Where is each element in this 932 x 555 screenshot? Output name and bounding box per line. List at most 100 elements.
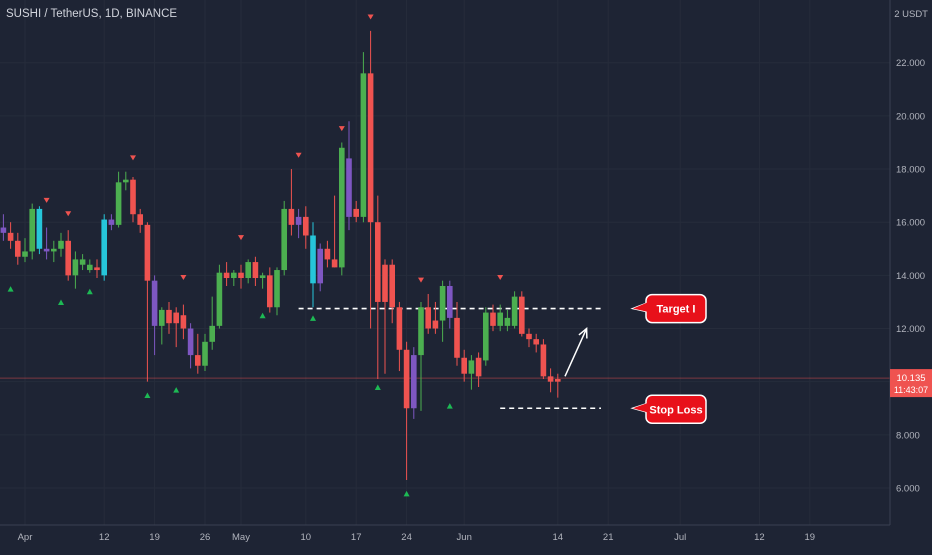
candle-body xyxy=(468,360,475,374)
candle-body xyxy=(454,317,460,358)
candle-body xyxy=(108,219,115,225)
candle-body xyxy=(331,259,338,268)
price-tick-label: 12.000 xyxy=(896,324,925,335)
price-tick-label: 14.000 xyxy=(896,271,925,282)
time-tick-label: 12 xyxy=(754,532,765,543)
candle-body xyxy=(58,240,64,249)
sell-signal-marker xyxy=(367,14,374,20)
signal-markers xyxy=(7,14,504,497)
stop-callout-label: Stop Loss xyxy=(649,404,702,416)
candle-body xyxy=(43,248,50,252)
sell-signal-marker xyxy=(497,275,504,281)
candle-body xyxy=(22,251,28,257)
candle-body xyxy=(274,270,280,308)
time-tick-label: 24 xyxy=(401,532,412,543)
target-callout-label: Target I xyxy=(657,304,696,316)
candle-body xyxy=(411,355,417,409)
last-price-value: 10.135 xyxy=(896,373,925,384)
level-lines xyxy=(0,307,890,410)
buy-signal-marker xyxy=(446,403,453,409)
time-tick-label: 10 xyxy=(301,532,312,543)
candles xyxy=(0,30,561,481)
sell-signal-marker xyxy=(418,277,424,283)
candle-body xyxy=(195,355,201,366)
candle-body xyxy=(252,262,259,279)
candle-body xyxy=(187,328,194,356)
sell-signal-marker xyxy=(180,275,187,281)
stop-callout-joint xyxy=(633,403,647,413)
stop-callout: Stop Loss xyxy=(630,394,707,425)
candle-body xyxy=(346,158,352,217)
buy-signal-marker xyxy=(7,286,14,292)
candle-body xyxy=(0,227,7,233)
candle-body xyxy=(29,208,35,252)
candle-body xyxy=(547,376,554,382)
buy-signal-marker xyxy=(144,392,151,398)
time-tick-label: May xyxy=(232,532,250,543)
time-tick-label: 21 xyxy=(603,532,614,543)
candle-body xyxy=(526,333,532,340)
target-callout-joint xyxy=(633,302,647,312)
currency-label: USDT xyxy=(902,9,928,20)
candle-body xyxy=(245,262,251,279)
direction-arrow-head xyxy=(578,326,588,339)
price-tick-label: 18.000 xyxy=(896,165,925,176)
candle-body xyxy=(36,208,43,249)
candle-body xyxy=(303,216,309,236)
candle-body xyxy=(87,264,93,271)
axes: 6.0008.00010.00012.00014.00016.00018.000… xyxy=(0,0,932,543)
price-tick-label: 8.000 xyxy=(896,430,920,441)
time-tick-label: 14 xyxy=(553,532,564,543)
buy-signal-marker xyxy=(86,288,93,295)
candle-body xyxy=(51,248,57,252)
candle-body xyxy=(360,73,367,217)
candle-body xyxy=(425,307,431,329)
bar-countdown: 11:43:07 xyxy=(894,385,928,395)
candle-body xyxy=(216,272,223,326)
time-tick-label: Apr xyxy=(18,532,33,543)
candle-body xyxy=(15,240,21,257)
candle-body xyxy=(490,312,496,326)
candle-body xyxy=(533,339,539,345)
candle-body xyxy=(166,309,172,324)
candle-body xyxy=(461,357,467,374)
candle-body xyxy=(288,208,295,225)
candle-body xyxy=(511,296,518,326)
candle-body xyxy=(151,280,158,326)
candle-body xyxy=(295,216,302,225)
time-tick-label: 12 xyxy=(99,532,110,543)
candle-body xyxy=(555,379,561,382)
buy-signal-marker xyxy=(173,387,180,393)
candle-body xyxy=(159,309,165,326)
buy-signal-marker xyxy=(374,384,381,390)
sell-signal-marker xyxy=(65,211,72,217)
candle-body xyxy=(65,240,71,276)
candle-body xyxy=(439,285,446,321)
price-tick-label: 16.000 xyxy=(896,218,925,229)
candle-body xyxy=(123,179,129,183)
candle-body xyxy=(267,275,273,308)
candle-body xyxy=(504,317,511,326)
candle-body xyxy=(137,214,143,225)
candle-body xyxy=(432,320,439,329)
direction-arrow-shaft xyxy=(564,328,588,377)
sell-signal-marker xyxy=(43,197,50,203)
candle-body xyxy=(115,182,122,225)
candle-body xyxy=(339,147,345,268)
candle-body xyxy=(173,312,179,324)
candle-body xyxy=(317,248,323,284)
candle-body xyxy=(483,312,489,361)
candle-body xyxy=(259,275,266,279)
candle-body xyxy=(324,248,331,260)
candle-body xyxy=(497,312,503,326)
candle-body xyxy=(447,285,453,318)
candle-body xyxy=(396,307,403,350)
time-tick-label: Jun xyxy=(457,532,472,543)
candle-body xyxy=(7,232,14,241)
candle-body xyxy=(403,349,410,409)
candle-body xyxy=(540,344,547,377)
sell-signal-marker xyxy=(295,152,302,158)
